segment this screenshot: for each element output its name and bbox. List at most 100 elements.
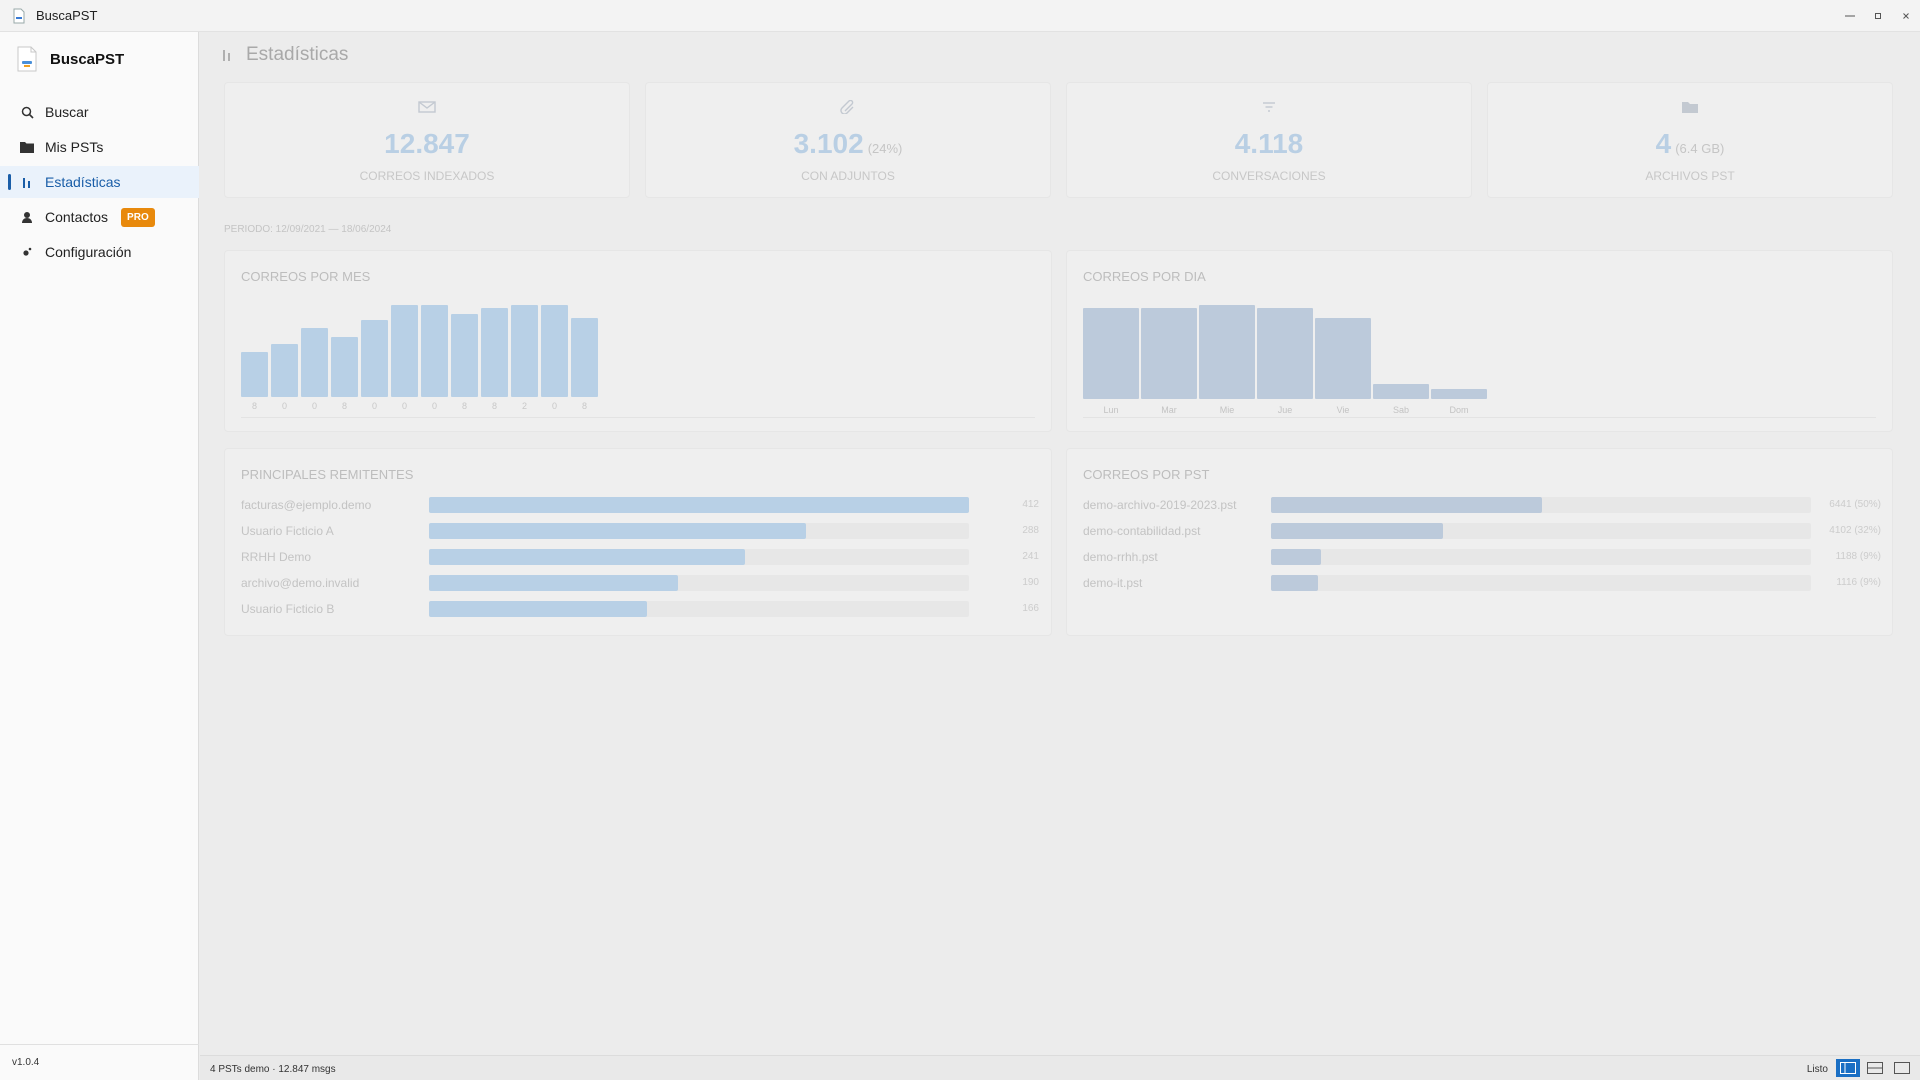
list-item-label: demo-contabilidad.pst [1083,524,1201,538]
bar-chart-icon [223,50,230,61]
bar-track [1271,523,1811,539]
day-tick-label: Sab [1392,405,1409,415]
paperclip-icon [840,100,854,114]
stat-card-archivos: 4 (6.4 GB) ARCHIVOS PST [1487,82,1893,198]
month-bar [301,328,328,397]
main-content: Estadísticas 12.847 CORREOS INDEXADOS 3.… [200,32,1920,1055]
stat-value: 4.118 [1234,128,1304,159]
bar-track [429,575,969,591]
minimize-button[interactable] [1836,0,1864,32]
month-bar [391,305,418,397]
split-horizontal-icon [1867,1062,1883,1074]
month-bar [271,344,298,397]
day-tick-label: Mie [1219,405,1235,415]
month-bar [331,337,358,397]
month-tick-label: 0 [431,401,437,411]
month-tick-label: 0 [551,401,557,411]
gear-icon [20,245,34,259]
maximize-button[interactable] [1864,0,1892,32]
list-item-label: RRHH Demo [241,550,312,564]
list-item-label: Usuario Ficticio A [241,524,334,538]
list-item-label: Usuario Ficticio B [241,602,335,616]
app-icon [13,8,25,23]
title-bar: BuscaPST [0,0,1920,32]
period-label: PERIODO: 12/09/2021 — 18/06/2024 [224,224,392,235]
list-item: Usuario Ficticio A 288 [241,523,1039,539]
day-tick-label: Jue [1277,405,1293,415]
list-item: demo-archivo-2019-2023.pst 6441 (50%) [1083,497,1881,513]
list-item: facturas@ejemplo.demo 412 [241,497,1039,513]
list-item: demo-it.pst 1116 (9%) [1083,575,1881,591]
close-button[interactable] [1892,0,1920,32]
month-tick-label: 0 [371,401,377,411]
panel-title: CORREOS POR DIA [1083,269,1206,284]
bar-track [429,497,969,513]
bar-fill [429,497,969,513]
maximize-icon [1875,13,1881,19]
stat-sub: (24%) [867,141,903,156]
bar-track [429,601,969,617]
bar-track [429,549,969,565]
layout-vertical-split-button[interactable] [1836,1059,1860,1077]
month-bar [451,314,478,397]
day-tick-label: Dom [1449,405,1469,415]
month-bar [481,308,508,397]
list-item-value: 4102 (32%) [1829,525,1881,536]
stat-value: 4 (6.4 GB) [1655,128,1725,159]
sidebar-item-label: Estadísticas [45,174,121,190]
sidebar-item-label: Buscar [45,104,89,120]
month-bar [361,320,388,397]
split-vertical-icon [1840,1062,1856,1074]
bar-fill [429,601,647,617]
list-item-label: demo-it.pst [1083,576,1143,590]
list-item: demo-rrhh.pst 1188 (9%) [1083,549,1881,565]
bar-fill [429,523,806,539]
status-bar: 4 PSTs demo · 12.847 msgs Listo [200,1055,1920,1080]
sidebar-item-buscar[interactable]: Buscar [0,96,199,128]
sidebar-item-estadisticas[interactable]: Estadísticas [0,166,199,198]
month-bar [421,305,448,397]
single-pane-icon [1894,1062,1910,1074]
sidebar-item-mis-psts[interactable]: Mis PSTs [0,131,199,163]
month-bar [241,352,268,397]
sidebar-item-contactos[interactable]: Contactos PRO [0,201,199,233]
month-tick-label: 0 [281,401,287,411]
day-bar [1373,384,1429,399]
month-tick-label: 2 [521,401,527,411]
app-logo-icon [17,46,37,72]
sidebar-item-label: Contactos [45,209,109,225]
list-item-value: 412 [1022,499,1039,510]
layout-single-button[interactable] [1890,1059,1914,1077]
list-item-value: 6441 (50%) [1829,499,1881,510]
day-tick-label: Vie [1336,405,1350,415]
list-item-label: demo-rrhh.pst [1083,550,1158,564]
page-title: Estadísticas [246,44,349,65]
month-tick-label: 0 [401,401,407,411]
bar-fill [1271,549,1321,565]
panel-title: PRINCIPALES REMITENTES [241,467,414,482]
stat-card-correos: 12.847 CORREOS INDEXADOS [224,82,630,198]
month-tick-label: 0 [311,401,317,411]
bar-track [429,523,969,539]
sidebar-nav: Buscar Mis PSTs Estadísticas Contactos P… [0,96,199,271]
layout-horizontal-split-button[interactable] [1863,1059,1887,1077]
bar-fill [429,575,678,591]
bar-fill [429,549,745,565]
panel-correos-por-dia: CORREOS POR DIA Lun Mar Mie Jue Vie Sab Dom [1066,250,1893,432]
sidebar-item-label: Mis PSTs [45,139,104,155]
bar-fill [1271,523,1443,539]
month-bar-chart [241,305,601,397]
stat-label: CORREOS INDEXADOS [359,169,495,183]
list-item-value: 1188 (9%) [1835,551,1881,562]
month-bar [541,305,568,397]
month-tick-label: 8 [251,401,257,411]
month-bar [511,305,538,397]
mail-icon [418,101,436,113]
panel-correos-por-mes: CORREOS POR MES 8 0 0 8 0 0 0 8 8 2 0 8 [224,250,1052,432]
panel-title: CORREOS POR MES [241,269,371,284]
bar-track [1271,575,1811,591]
sidebar-item-configuracion[interactable]: Configuración [0,236,199,268]
list-item: RRHH Demo 241 [241,549,1039,565]
list-item-value: 166 [1022,603,1039,614]
stat-card-adjuntos: 3.102 (24%) CON ADJUNTOS [645,82,1051,198]
